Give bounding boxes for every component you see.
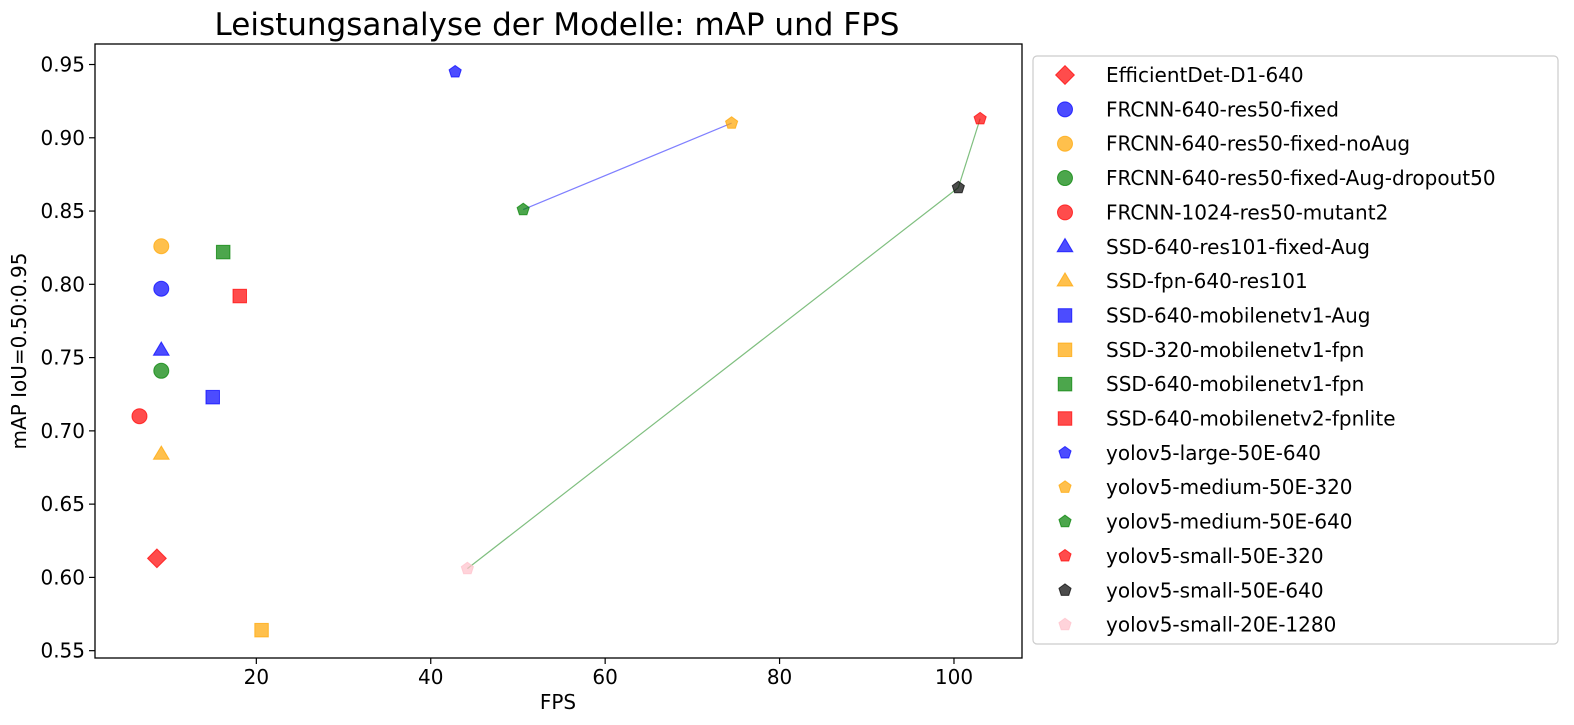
legend-marker [1057,308,1073,323]
data-point [146,548,167,569]
legend: EfficientDet-D1-640 FRCNN-640-res50-fixed… [1032,55,1559,645]
legend-marker [1057,411,1073,426]
legend-marker [1057,342,1073,358]
legend-label: yolov5-small-20E-1280 [1106,613,1336,637]
legend-frame [1032,55,1559,645]
data-point [254,622,269,638]
legend-marker [1057,135,1073,152]
legend-marker [1057,101,1073,118]
legend-label: yolov5-small-50E-640 [1106,578,1324,602]
x-axis: 20 40 60 80 100 [244,658,973,689]
connecting-lines [467,118,981,570]
data-point [232,288,248,304]
chart-title: Leistungsanalyse der Modelle: mAP und FP… [215,7,900,43]
x-axis-label: FPS [540,690,576,714]
legend-label: SSD-640-mobilenetv2-fpnlite [1106,407,1396,431]
legend-marker [1058,445,1072,459]
legend-label: yolov5-medium-50E-320 [1106,475,1353,499]
y-axis-label: mAP IoU=0.50:0.95 [7,253,31,450]
legend-marker [1058,514,1072,528]
x-tick-label: 60 [592,665,617,689]
legend-marker [1057,204,1073,221]
legend-label: FRCNN-640-res50-fixed-Aug-dropout50 [1106,166,1496,190]
legend-marker [1058,617,1072,631]
plot-frame [94,43,1023,659]
legend-marker [1056,271,1074,287]
legend-label: EfficientDet-D1-640 [1106,63,1304,87]
data-point [448,64,462,78]
data-point [152,341,170,356]
y-tick-label: 0.80 [40,272,85,296]
data-point [153,238,170,255]
legend-label: SSD-320-mobilenetv1-fpn [1106,338,1364,362]
data-markers [131,64,987,638]
y-tick-label: 0.90 [40,126,85,150]
data-point [951,180,965,194]
legend-marker [1058,548,1072,562]
legend-label: yolov5-medium-50E-640 [1106,510,1353,534]
y-tick-label: 0.65 [40,492,85,516]
legend-marker [1057,170,1073,187]
legend-label: SSD-fpn-640-res101 [1106,269,1308,293]
legend-label: yolov5-small-50E-320 [1106,544,1324,568]
x-tick-label: 40 [418,665,443,689]
data-point [205,389,220,405]
legend-marker [1058,583,1072,596]
y-tick-label: 0.55 [40,639,85,663]
y-tick-label: 0.75 [40,346,85,370]
data-point [724,116,739,129]
data-point [215,244,231,260]
y-tick-label: 0.95 [40,53,85,77]
legend-marker [1058,480,1072,493]
plot-area [94,43,1023,659]
data-point [153,362,170,379]
legend-marker [1054,64,1076,86]
data-point [973,111,987,125]
x-tick-label: 20 [244,665,269,689]
data-point [152,445,170,460]
legend-marker [1056,237,1074,253]
legend-marker [1057,376,1073,392]
legend-label: FRCNN-640-res50-fixed-noAug [1106,132,1410,156]
data-point [460,561,475,575]
legend-label: SSD-640-res101-fixed-Aug [1106,235,1370,259]
data-point [131,408,148,425]
legend-label: SSD-640-mobilenetv1-Aug [1106,303,1370,327]
legend-label: FRCNN-1024-res50-mutant2 [1106,200,1388,224]
legend-label: FRCNN-640-res50-fixed [1106,97,1339,121]
connecting-line [957,118,981,188]
legend-label: yolov5-large-50E-640 [1106,441,1321,465]
x-tick-label: 100 [935,665,973,689]
y-tick-label: 0.85 [40,199,85,223]
y-tick-label: 0.70 [40,419,85,443]
data-point [153,280,170,297]
data-point [516,202,530,216]
connecting-line [467,187,959,570]
y-axis: 0.55 0.60 0.65 0.70 0.75 0.80 0.85 0.90 0.95 [40,53,95,663]
connecting-line [522,122,732,211]
y-tick-label: 0.60 [40,565,85,589]
legend-label: SSD-640-mobilenetv1-fpn [1106,372,1364,396]
x-tick-label: 80 [767,665,792,689]
